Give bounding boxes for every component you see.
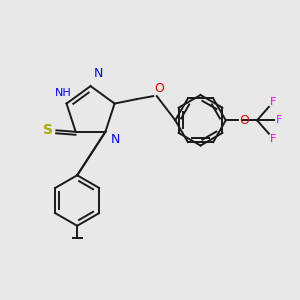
Text: N: N xyxy=(94,67,103,80)
Text: O: O xyxy=(155,82,165,94)
Text: F: F xyxy=(270,134,277,144)
Text: S: S xyxy=(43,123,53,137)
Text: O: O xyxy=(239,114,249,127)
Text: F: F xyxy=(270,97,277,107)
Text: F: F xyxy=(275,115,282,125)
Text: N: N xyxy=(111,133,120,146)
Text: NH: NH xyxy=(55,88,72,98)
